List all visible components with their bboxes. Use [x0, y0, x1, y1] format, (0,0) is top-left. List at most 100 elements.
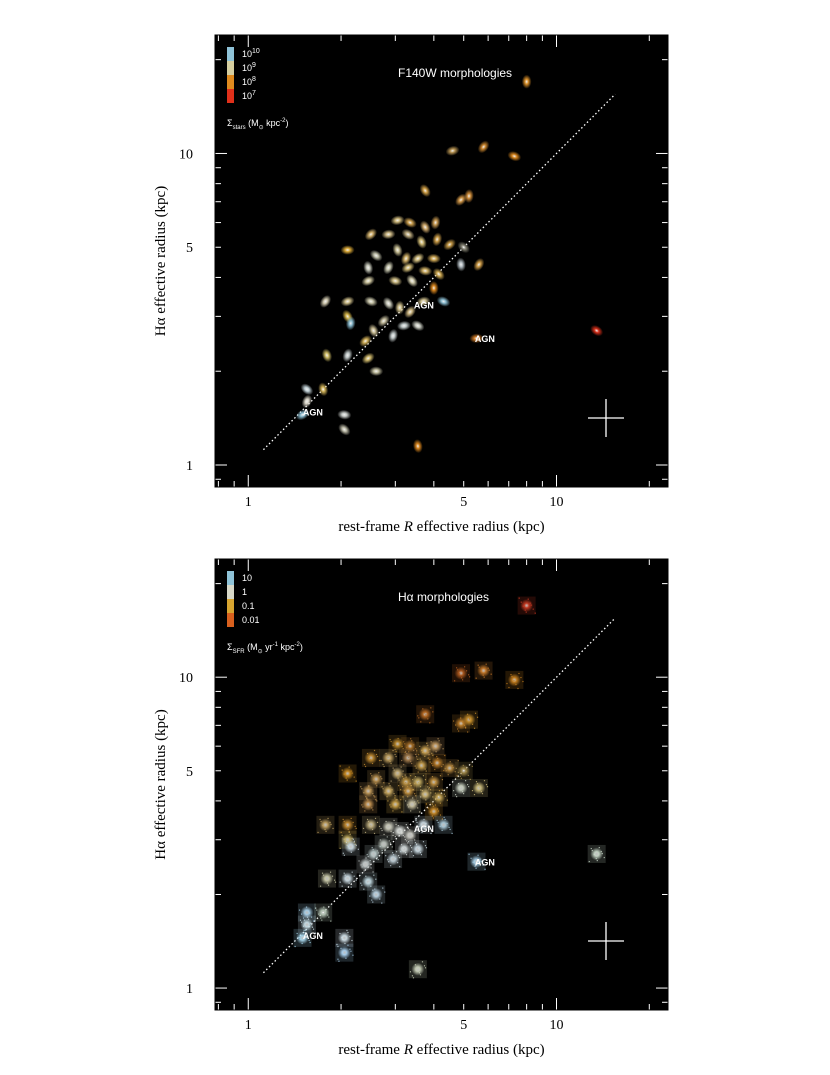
legend: 1010 109 108 107 Σstars (M⊙ kpc-2) [227, 47, 288, 131]
galaxy-point [432, 232, 443, 247]
galaxy-point [337, 409, 352, 420]
galaxy-point [319, 295, 332, 308]
panel-title: Hα morphologies [398, 590, 489, 604]
galaxy-point [296, 409, 310, 421]
galaxy-point [455, 193, 467, 206]
galaxy-point [386, 795, 405, 814]
error-cross [588, 922, 624, 960]
x-tick-label: 5 [460, 1018, 467, 1033]
agn-label: AGN [414, 301, 434, 311]
plot-frame [214, 34, 669, 488]
legend-label: 107 [242, 90, 256, 101]
galaxy-point [469, 779, 489, 798]
galaxy-point [338, 423, 351, 436]
galaxy-point [424, 773, 444, 792]
galaxy-point [408, 960, 427, 979]
galaxy-point [341, 837, 360, 856]
x-tick-label: 1 [245, 1018, 252, 1033]
galaxy-point [321, 348, 333, 363]
galaxy-point [414, 815, 433, 835]
galaxy-point [473, 258, 485, 272]
galaxy-point [443, 238, 456, 251]
one-to-one-line [262, 617, 616, 974]
galaxy-point [424, 802, 444, 821]
galaxy-point [418, 265, 433, 276]
galaxy-point [297, 915, 317, 934]
galaxy-point [416, 705, 435, 724]
axis-ticks [215, 559, 668, 1010]
y-tick-label: 10 [179, 671, 193, 686]
y-tick-label: 1 [186, 459, 193, 474]
galaxy-point [401, 228, 415, 240]
galaxy-point [394, 840, 413, 859]
galaxy-point [440, 759, 459, 778]
galaxy-point [445, 145, 460, 156]
galaxy-point [419, 184, 431, 198]
galaxy-point [377, 314, 390, 327]
galaxy-point [408, 773, 427, 792]
galaxy-point [340, 245, 355, 255]
galaxy-point [432, 268, 445, 281]
galaxy-point [318, 382, 329, 397]
galaxy-point [399, 748, 418, 767]
galaxy-point [400, 251, 412, 266]
galaxy-point [381, 229, 396, 240]
agn-label: AGN [303, 931, 323, 941]
galaxy-point [411, 252, 425, 265]
galaxy-point [401, 262, 415, 274]
galaxy-point [436, 296, 451, 307]
x-tick-label: 5 [460, 495, 467, 510]
legend-swatch [227, 613, 234, 627]
galaxy-point [416, 296, 431, 307]
galaxy-point [419, 220, 431, 234]
galaxy-point [314, 903, 333, 922]
agn-label: AGN [303, 408, 323, 418]
galaxy-point [364, 228, 377, 241]
y-tick-label: 5 [186, 241, 193, 256]
plot-area [215, 559, 668, 1010]
legend-label: 109 [242, 62, 256, 73]
galaxy-point [390, 215, 405, 226]
agn-label: AGN [414, 824, 434, 834]
y-tick-label: 10 [179, 147, 193, 162]
galaxy-point [416, 785, 435, 804]
galaxy-point [505, 670, 524, 690]
galaxy-point [401, 826, 420, 845]
agn-label: AGN [475, 857, 495, 867]
galaxy-point [363, 260, 374, 275]
galaxy-point [359, 335, 372, 347]
galaxy-point [335, 928, 354, 948]
y-tick-label: 1 [186, 982, 193, 997]
legend-swatch [227, 571, 234, 585]
legend-label: 0.01 [242, 615, 260, 625]
galaxy-point [369, 366, 384, 377]
galaxy-point [397, 320, 411, 331]
galaxy-point [338, 869, 357, 888]
x-tick-label: 10 [550, 495, 564, 510]
y-axis-title: Hα effective radius (kpc) [153, 709, 169, 859]
galaxy-point [364, 296, 378, 307]
galaxy-point [474, 661, 493, 680]
galaxy-point [452, 714, 471, 733]
galaxy-point [369, 249, 383, 262]
panel-top: 1 5 10 1 5 10 rest-frame R effective radius (k… [153, 34, 669, 535]
galaxy-point [367, 885, 386, 904]
galaxy-point [338, 764, 357, 783]
galaxy-point [384, 850, 403, 869]
galaxy-point [335, 943, 354, 962]
galaxy-point [428, 753, 447, 772]
galaxy-point [406, 274, 418, 288]
galaxy-point [429, 788, 448, 807]
galaxy-point [401, 737, 420, 756]
galaxy-point [340, 296, 355, 307]
agn-label: AGN [475, 334, 495, 344]
galaxy-point [454, 761, 473, 780]
galaxy-point [412, 756, 431, 775]
galaxy-point [297, 903, 317, 922]
galaxy-point [359, 795, 378, 814]
legend-swatch [227, 585, 234, 599]
galaxy-point [408, 840, 428, 859]
legend-label: 1010 [242, 48, 260, 59]
legend-swatch [227, 599, 234, 613]
